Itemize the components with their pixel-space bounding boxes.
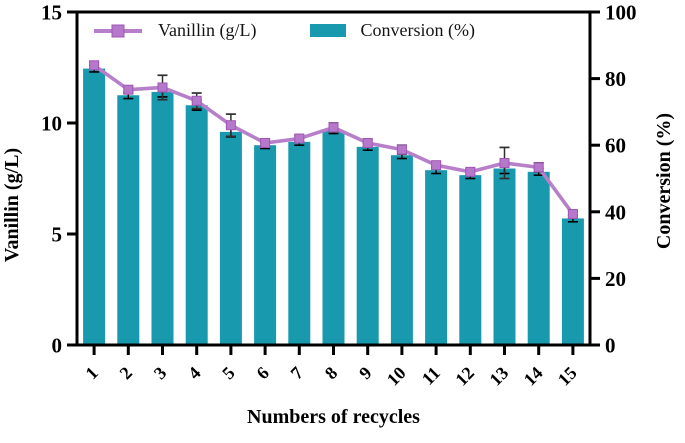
x-tick-label: 14 [520, 363, 547, 390]
legend-item-conversion: Conversion (%) [310, 20, 475, 41]
line-marker [465, 166, 476, 177]
line-marker [89, 60, 100, 71]
bar [288, 141, 311, 345]
bar [425, 170, 448, 345]
left-tick-label: 10 [41, 112, 62, 136]
line-marker [396, 144, 407, 155]
bar [83, 68, 106, 346]
bar [493, 168, 516, 345]
line-marker [567, 209, 578, 220]
line-marker [431, 160, 442, 171]
line-marker [260, 137, 271, 148]
bar [527, 171, 550, 345]
x-tick-label: 1 [81, 363, 102, 384]
line-marker [225, 120, 236, 131]
x-tick-label: 4 [184, 363, 205, 384]
bar [219, 131, 242, 345]
bar [356, 146, 379, 345]
x-tick-label: 10 [383, 363, 410, 390]
bar [185, 105, 208, 346]
x-axis-title: Numbers of recycles [247, 406, 420, 428]
x-tick-label: 15 [554, 363, 581, 390]
right-tick-label: 100 [605, 1, 637, 25]
right-tick-label: 80 [605, 67, 626, 91]
x-tick-label: 6 [252, 363, 273, 384]
x-tick-label: 7 [287, 363, 308, 384]
plot-frame [75, 10, 592, 347]
bar-swatch-icon [310, 24, 347, 37]
right-tick-label: 40 [605, 200, 626, 224]
bar [117, 95, 140, 345]
legend-label-vanillin: Vanillin (g/L) [158, 20, 257, 40]
x-tick-label: 13 [485, 363, 512, 390]
line-marker [191, 95, 202, 106]
x-tick-label: 8 [321, 363, 342, 384]
bar [254, 145, 277, 345]
line-marker [157, 82, 168, 93]
left-tick-label: 0 [52, 334, 63, 358]
right-tick-label: 20 [605, 267, 626, 291]
line-marker [328, 122, 339, 133]
legend-label-conversion: Conversion (%) [360, 20, 475, 40]
left-tick-label: 5 [52, 223, 63, 247]
x-tick-label: 3 [150, 363, 171, 384]
bar [151, 91, 174, 345]
legend: Vanillin (g/L) Conversion (%) [92, 20, 475, 41]
x-tick-label: 12 [451, 363, 478, 390]
line-marker [123, 84, 134, 95]
left-axis-title: Vanillin (g/L) [1, 147, 23, 263]
line-marker-swatch-icon [94, 24, 142, 37]
line-marker [362, 137, 373, 148]
x-tick-label: 2 [116, 363, 137, 384]
legend-item-vanillin: Vanillin (g/L) [92, 20, 256, 41]
right-tick-label: 0 [605, 334, 616, 358]
line-marker [294, 133, 305, 144]
bar [390, 155, 413, 345]
bar [459, 175, 482, 345]
line-marker [499, 157, 510, 168]
bar [561, 218, 584, 345]
right-tick-label: 60 [605, 134, 626, 158]
right-axis-title: Conversion (%) [653, 112, 675, 250]
x-tick-label: 9 [355, 363, 376, 384]
left-tick-label: 15 [41, 1, 62, 25]
x-tick-label: 11 [418, 363, 444, 389]
bar [322, 130, 345, 345]
x-tick-label: 5 [218, 363, 239, 384]
line-marker [533, 162, 544, 173]
